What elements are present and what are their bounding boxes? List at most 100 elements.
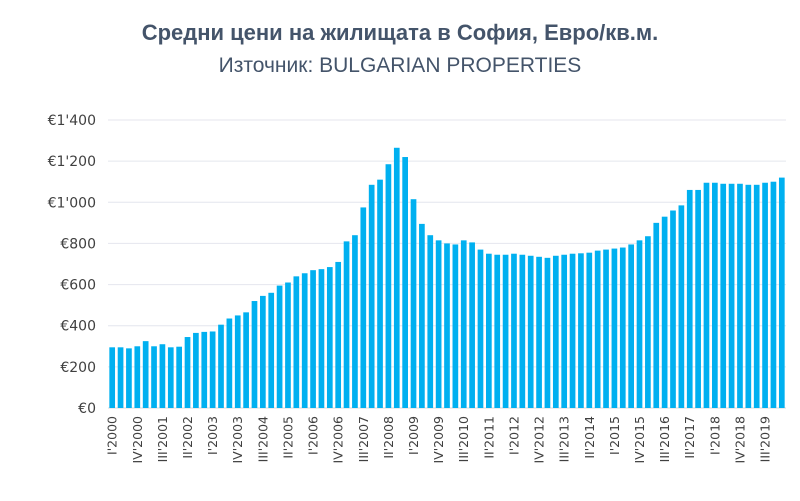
x-tick-label: IV'2009 [431, 416, 446, 464]
bar [703, 182, 710, 408]
bar [645, 236, 651, 408]
bar [686, 189, 693, 408]
bar [293, 276, 300, 408]
bar [737, 183, 743, 408]
bar [343, 241, 350, 408]
y-tick-label: €1'000 [48, 195, 96, 211]
bar [753, 184, 760, 408]
bar [586, 252, 593, 408]
bar [159, 344, 166, 408]
bar [117, 347, 124, 408]
bar [519, 254, 526, 408]
bar [251, 301, 258, 408]
x-tick-label: II'2005 [280, 416, 295, 459]
x-tick-label: III'2013 [557, 416, 572, 462]
bar [134, 346, 141, 408]
bar [611, 248, 618, 408]
bar [452, 244, 459, 408]
bar [594, 250, 601, 408]
bar [778, 177, 785, 408]
bar [544, 257, 551, 408]
bar [234, 315, 241, 408]
bar [770, 181, 777, 408]
x-tick-label: II'2011 [481, 416, 496, 459]
x-tick-label: IV'2018 [732, 416, 747, 464]
bar [260, 295, 266, 408]
x-tick-label: I'2018 [707, 416, 722, 455]
y-tick-label: €1'200 [48, 154, 96, 170]
bar [393, 147, 400, 408]
bar [352, 235, 358, 408]
bar [410, 199, 417, 408]
bar [469, 242, 475, 408]
x-tick-label: IV'2012 [532, 416, 547, 464]
bar [176, 346, 182, 408]
bar [335, 261, 342, 408]
bar [326, 267, 333, 408]
bar [536, 256, 542, 408]
bar [511, 253, 517, 408]
bar [151, 346, 157, 408]
bar [745, 184, 752, 408]
chart-title: Средни цени на жилищата в София, Евро/кв… [141, 20, 659, 45]
bar [762, 182, 768, 408]
bar [385, 164, 392, 408]
bar [226, 318, 233, 408]
bar [402, 157, 408, 408]
y-tick-label: €400 [60, 319, 96, 335]
bar [435, 240, 442, 408]
x-tick-label: III'2007 [356, 416, 371, 462]
bar [636, 240, 643, 408]
x-tick-label: IV'2015 [632, 416, 647, 464]
x-tick-label: III'2016 [657, 416, 672, 462]
x-tick-label: IV'2000 [130, 416, 145, 464]
bar [368, 184, 375, 408]
x-tick-label: III'2001 [155, 416, 170, 462]
bar [712, 182, 718, 408]
x-tick-label: II'2017 [682, 416, 697, 459]
x-tick-label: I'2006 [306, 416, 321, 455]
x-tick-label: I'2015 [607, 416, 622, 455]
x-tick-label: II'2002 [180, 416, 195, 459]
bar [502, 254, 509, 408]
y-tick-label: €200 [60, 360, 96, 376]
bar [201, 331, 208, 408]
bar [167, 347, 174, 408]
bar [310, 270, 316, 408]
bar [419, 223, 425, 408]
bar [209, 331, 216, 408]
bar [603, 249, 609, 408]
bar [109, 347, 116, 408]
bar [427, 235, 434, 408]
bar [377, 179, 383, 408]
bar [552, 255, 559, 408]
x-tick-label: I'2003 [205, 416, 220, 455]
chart-subtitle: Източник: BULGARIAN PROPERTIES [218, 54, 582, 77]
x-tick-label: II'2014 [582, 416, 597, 459]
bar [477, 249, 484, 408]
x-tick-label: I'2009 [406, 416, 421, 455]
x-tick-label: III'2019 [758, 416, 773, 462]
bar [126, 348, 132, 408]
y-tick-label: €600 [60, 278, 96, 294]
bar [318, 269, 325, 408]
x-tick-label: I'2000 [105, 416, 120, 455]
bar [460, 240, 467, 408]
bar [695, 189, 701, 408]
bar [619, 247, 626, 408]
x-tick-label: IV'2003 [230, 416, 245, 464]
bar [301, 273, 308, 408]
bar [569, 253, 576, 408]
bar [276, 285, 283, 408]
bar [720, 183, 727, 408]
y-tick-label: €1'400 [48, 113, 96, 129]
x-tick-label: II'2008 [381, 416, 396, 459]
x-tick-label: IV'2006 [331, 416, 346, 464]
x-tick-label: III'2004 [255, 416, 270, 462]
bar [678, 205, 685, 408]
bar [494, 254, 501, 408]
bar [670, 210, 676, 408]
bar [360, 207, 367, 408]
